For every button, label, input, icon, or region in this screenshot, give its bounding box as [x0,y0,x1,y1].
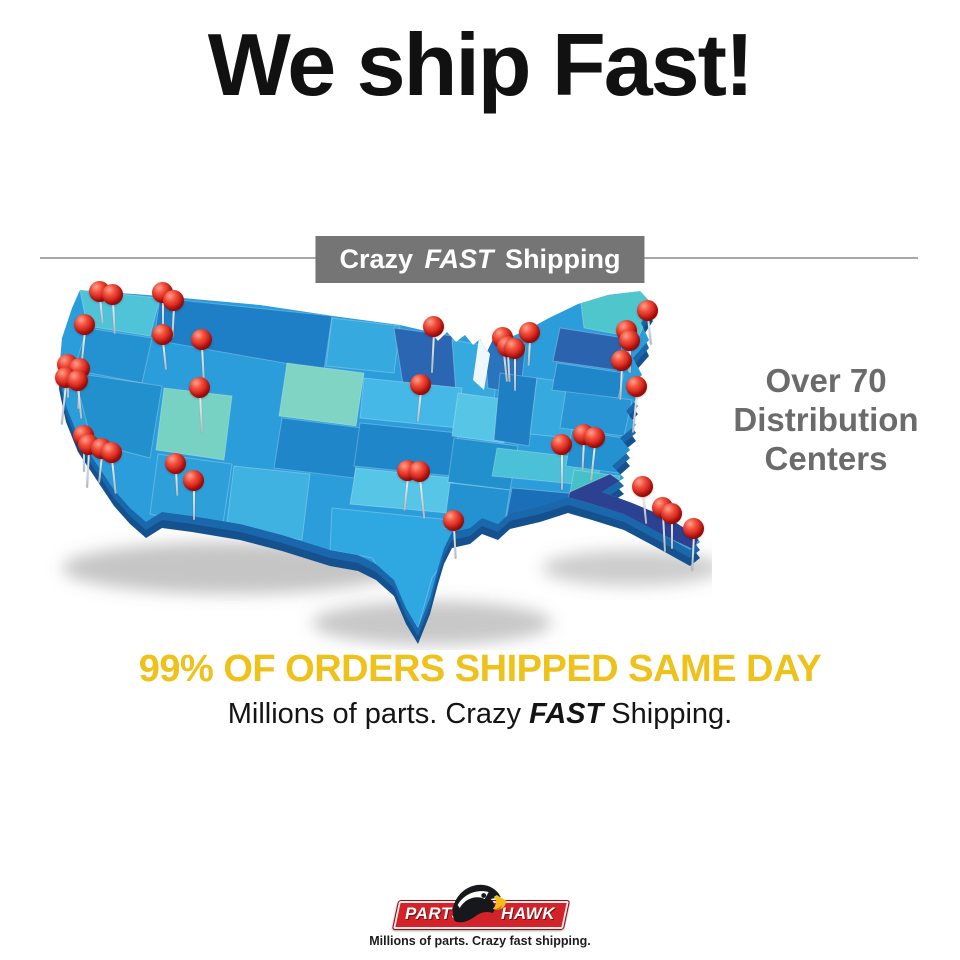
logo-word-parts: PARTS [405,904,464,923]
callout-line-2: Distribution [733,400,919,438]
callout-line-3: Centers [764,439,888,477]
sub-headline-part2: Shipping. [603,698,733,730]
logo-word-hawk: HAWK [501,904,555,923]
banner-word-crazy: Crazy [339,244,414,274]
banner-word-shipping: Shipping [505,244,621,274]
partshawk-logo: PARTS HAWK [391,884,571,930]
same-day-headline: 99% OF ORDERS SHIPPED SAME DAY [138,648,822,690]
usa-map [32,278,722,650]
sub-headline-fast: FAST [529,698,604,730]
sub-headline: Millions of parts. Crazy FAST Shipping. [0,698,960,731]
logo-tagline: Millions of parts. Crazy fast shipping. [369,934,591,948]
logo-text: PARTS HAWK [395,904,565,924]
shipping-banner: Crazy FAST Shipping [315,236,645,283]
distribution-callout: Over 70 Distribution Centers [733,362,919,479]
callout-line-1: Over 70 [765,362,887,399]
banner-word-fast: FAST [424,244,494,274]
page-title: We ship Fast! [207,15,754,114]
hawk-icon [452,884,507,923]
usa-map-svg [59,290,722,645]
state-patches [73,290,700,628]
sub-headline-part1: Millions of parts. Crazy [227,698,530,730]
